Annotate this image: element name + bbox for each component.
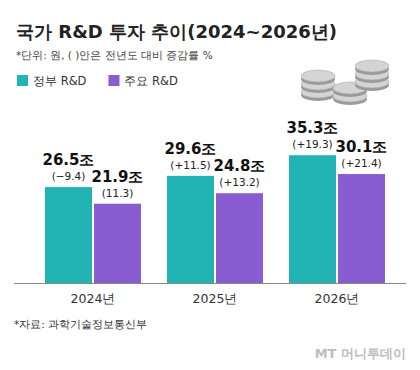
legend-label: 정부 R&D bbox=[33, 74, 87, 88]
legend-swatch bbox=[17, 75, 28, 86]
coin-face bbox=[355, 60, 389, 72]
value-label: 29.6조 bbox=[164, 140, 216, 158]
legend-label: 주요 R&D bbox=[124, 74, 178, 88]
value-label: 35.3조 bbox=[286, 119, 338, 137]
bar bbox=[216, 193, 263, 283]
change-label: (+19.3) bbox=[292, 138, 332, 150]
bar bbox=[338, 174, 385, 283]
value-label: 30.1조 bbox=[335, 138, 387, 156]
change-label: (−9.4) bbox=[52, 170, 86, 182]
coin-face bbox=[301, 70, 335, 82]
subtitle: *단위: 원, ( )안은 전년도 대비 증감률 % bbox=[16, 49, 213, 61]
change-label: (+21.4) bbox=[341, 157, 381, 169]
x-tick-label: 2025년 bbox=[193, 291, 238, 306]
source: *자료: 과학기술정보통신부 bbox=[14, 318, 147, 330]
value-label: 26.5조 bbox=[42, 151, 94, 169]
value-label: 24.8조 bbox=[213, 157, 265, 175]
value-label: 21.9조 bbox=[91, 168, 143, 186]
bar bbox=[289, 155, 336, 283]
bar bbox=[94, 204, 141, 283]
title: 국가 R&D 투자 추이(2024~2026년) bbox=[16, 21, 337, 42]
x-tick-label: 2024년 bbox=[71, 291, 116, 306]
bar bbox=[45, 187, 92, 283]
bars bbox=[45, 155, 385, 283]
chart: 국가 R&D 투자 추이(2024~2026년) *단위: 원, ( )안은 전년… bbox=[0, 0, 420, 370]
change-label: (+13.2) bbox=[219, 176, 259, 188]
change-label: (11.3) bbox=[102, 187, 134, 199]
change-label: (+11.5) bbox=[170, 159, 210, 171]
legend-swatch bbox=[108, 75, 119, 86]
legend: 정부 R&D 주요 R&D bbox=[17, 74, 178, 88]
bar bbox=[167, 176, 214, 283]
x-tick-label: 2026년 bbox=[315, 291, 360, 306]
coins-illustration bbox=[301, 60, 389, 105]
watermark: MT 머니투데이 bbox=[315, 346, 406, 361]
data-labels: 26.5조(−9.4)21.9조(11.3)29.6조(+11.5)24.8조(… bbox=[42, 119, 387, 199]
x-axis bbox=[14, 283, 406, 284]
